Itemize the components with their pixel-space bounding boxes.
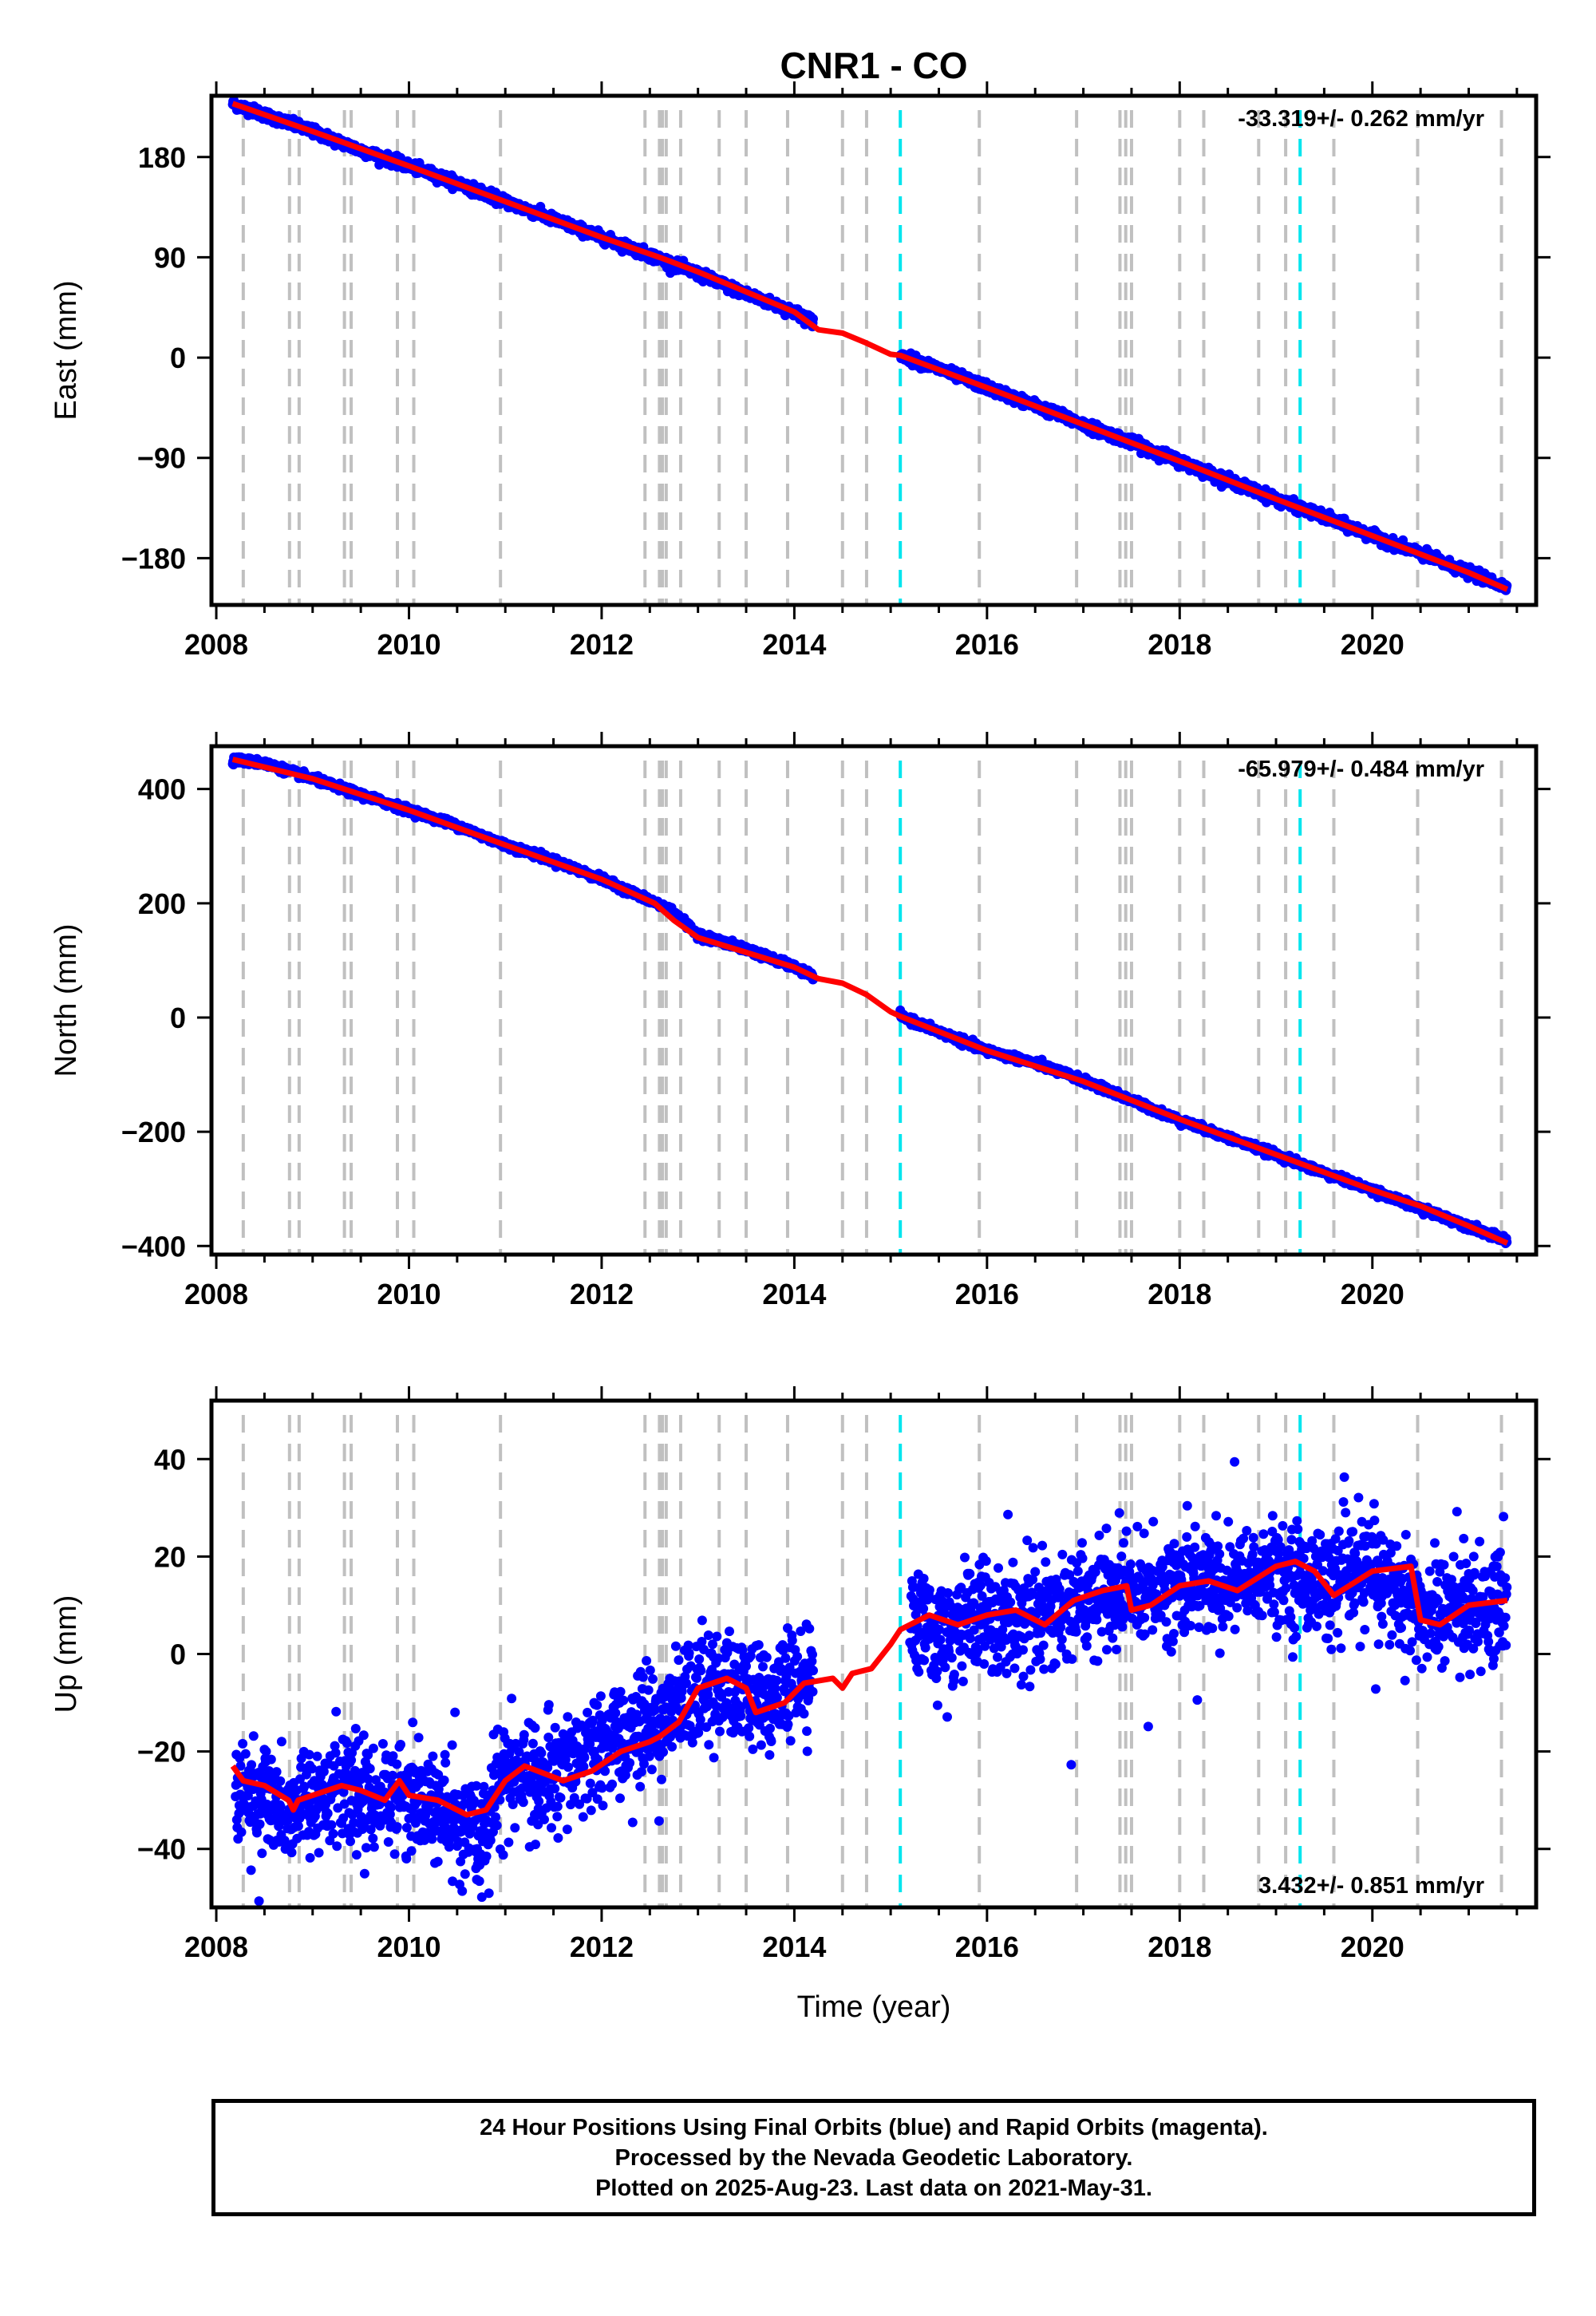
y-tick-label: −180 bbox=[121, 542, 186, 575]
x-tick-label: 2016 bbox=[955, 628, 1019, 661]
y-tick-label: −90 bbox=[137, 442, 186, 475]
x-tick-label: 2012 bbox=[570, 628, 634, 661]
x-tick-label: 2014 bbox=[762, 628, 826, 661]
chart-title: CNR1 - CO bbox=[780, 45, 967, 86]
plot-frame bbox=[209, 93, 1539, 607]
y-axis: −180 −90 0 90 180 bbox=[121, 141, 1551, 575]
panel-1: 2008 2010 2012 2014 2016 2018 2020 −180 −90 0 90 18… bbox=[49, 81, 1551, 661]
y-tick-label: 180 bbox=[138, 141, 186, 174]
velocity-rate-label: -33.319+/- 0.262 mm/yr bbox=[1238, 106, 1484, 132]
model-fit-line bbox=[231, 101, 1509, 592]
x-axis: 2008 2010 2012 2014 2016 2018 2020 bbox=[184, 81, 1519, 661]
x-tick-label: 2018 bbox=[1148, 628, 1211, 661]
y-axis-label: East (mm) bbox=[49, 280, 83, 420]
y-tick-label: 0 bbox=[170, 342, 186, 374]
panel-2: 2008 2010 2012 2014 2016 2018 2020−400−2000200… bbox=[49, 732, 1551, 1310]
x-tick-label: 2010 bbox=[377, 628, 440, 661]
x-tick-label: 2008 bbox=[184, 628, 248, 661]
y-tick-label: 90 bbox=[154, 241, 186, 274]
x-tick-label: 2020 bbox=[1341, 628, 1404, 661]
